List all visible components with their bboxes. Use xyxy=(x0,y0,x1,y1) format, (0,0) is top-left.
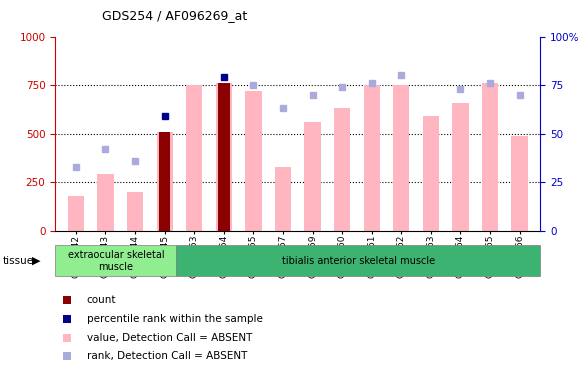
Bar xyxy=(304,122,321,231)
Bar xyxy=(511,135,528,231)
Bar xyxy=(186,85,202,231)
Text: count: count xyxy=(87,295,116,305)
Text: tissue: tissue xyxy=(3,256,34,266)
Bar xyxy=(98,174,114,231)
Bar xyxy=(275,167,291,231)
Bar xyxy=(334,108,350,231)
Bar xyxy=(482,83,498,231)
Bar xyxy=(218,83,229,231)
Bar xyxy=(423,116,439,231)
Bar xyxy=(245,91,261,231)
Bar xyxy=(159,132,170,231)
Text: GDS254 / AF096269_at: GDS254 / AF096269_at xyxy=(102,9,247,22)
Text: rank, Detection Call = ABSENT: rank, Detection Call = ABSENT xyxy=(87,351,247,361)
Text: percentile rank within the sample: percentile rank within the sample xyxy=(87,314,263,324)
Bar xyxy=(364,85,380,231)
Bar xyxy=(216,83,232,231)
Bar xyxy=(127,192,143,231)
Text: tibialis anterior skeletal muscle: tibialis anterior skeletal muscle xyxy=(282,256,435,266)
Bar xyxy=(156,132,173,231)
Bar xyxy=(393,85,410,231)
Text: value, Detection Call = ABSENT: value, Detection Call = ABSENT xyxy=(87,333,252,343)
FancyBboxPatch shape xyxy=(55,245,177,276)
FancyBboxPatch shape xyxy=(177,245,540,276)
Text: extraocular skeletal
muscle: extraocular skeletal muscle xyxy=(67,250,164,272)
Text: ▶: ▶ xyxy=(32,256,41,266)
Bar xyxy=(453,102,469,231)
Bar xyxy=(68,196,84,231)
